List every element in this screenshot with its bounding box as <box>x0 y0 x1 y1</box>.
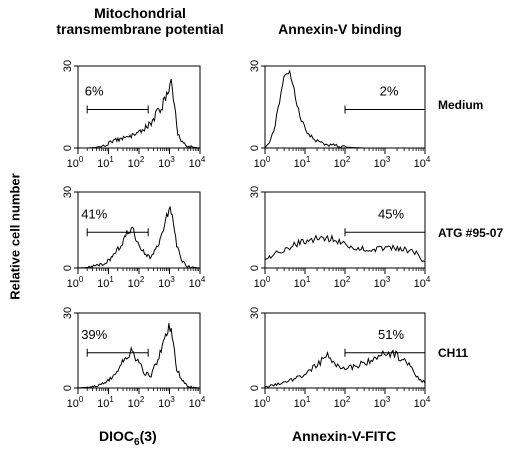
x-tick-label: 103 <box>374 155 391 170</box>
histogram-panel-3: 0 30 100 101 102 103 104 41% <box>62 186 206 290</box>
x-tick-label: 103 <box>374 275 391 290</box>
histogram-trace <box>77 323 201 389</box>
x-tick-label: 104 <box>414 275 431 290</box>
x-tick-label: 104 <box>189 275 206 290</box>
header-annexin: Annexin-V binding <box>278 21 402 37</box>
x-tick-label: 100 <box>67 395 84 410</box>
histogram-trace <box>264 69 425 149</box>
x-tick-label: 101 <box>97 395 114 410</box>
x-tick-label: 101 <box>97 275 114 290</box>
x-tick-label: 101 <box>294 395 311 410</box>
y-tick-label: 30 <box>249 186 261 198</box>
y-tick-label: 30 <box>62 307 74 319</box>
x-tick-label: 102 <box>128 155 145 170</box>
x-title-dioc-tail: (3) <box>139 428 157 444</box>
plot-frame <box>77 65 201 149</box>
plot-frame <box>77 312 201 389</box>
x-tick-label: 102 <box>128 275 145 290</box>
header-mitochondrial: Mitochondrial transmembrane potential <box>45 5 235 37</box>
gate-percent-label: 2% <box>380 83 399 98</box>
x-title-dioc: DIOC6(3) <box>99 428 157 448</box>
row-label-medium: Medium <box>438 98 484 112</box>
y-tick-label: 0 <box>249 145 261 151</box>
y-tick-label: 30 <box>249 60 261 72</box>
histogram-panel-6: 0 30 100 101 102 103 104 51% <box>249 307 431 410</box>
x-tick-label: 102 <box>334 155 351 170</box>
y-tick-label: 0 <box>62 145 74 151</box>
x-tick-label: 100 <box>67 275 84 290</box>
x-tick-label: 102 <box>128 395 145 410</box>
header-mitochondrial-line2: transmembrane potential <box>56 21 224 37</box>
x-tick-label: 104 <box>189 155 206 170</box>
x-tick-label: 103 <box>158 395 175 410</box>
histogram-panel-2: 0 30 100 101 102 103 104 2% <box>249 60 431 170</box>
histogram-panel-5: 0 30 100 101 102 103 104 39% <box>62 307 206 410</box>
x-tick-label: 101 <box>294 275 311 290</box>
histogram-trace <box>264 233 426 263</box>
y-tick-label: 0 <box>249 385 261 391</box>
x-tick-label: 102 <box>334 275 351 290</box>
gate-percent-label: 39% <box>81 327 107 342</box>
row-label-ch11: CH11 <box>438 346 469 360</box>
gate-percent-label: 6% <box>85 83 104 98</box>
gate-percent-label: 45% <box>378 206 404 221</box>
y-tick-label: 0 <box>62 265 74 271</box>
histogram-trace <box>78 78 201 150</box>
x-tick-label: 104 <box>189 395 206 410</box>
x-tick-label: 103 <box>374 395 391 410</box>
x-tick-label: 100 <box>67 155 84 170</box>
y-tick-label: 0 <box>62 385 74 391</box>
x-tick-label: 103 <box>158 155 175 170</box>
histogram-trace <box>77 206 201 269</box>
header-mitochondrial-line1: Mitochondrial <box>94 5 186 21</box>
y-tick-label: 0 <box>249 265 261 271</box>
gate-percent-label: 41% <box>81 206 107 221</box>
histogram-trace <box>264 349 426 388</box>
x-tick-label: 100 <box>254 275 271 290</box>
x-title-dioc-sub: 6 <box>134 436 140 448</box>
y-tick-label: 30 <box>62 60 74 72</box>
x-tick-label: 101 <box>97 155 114 170</box>
x-title-annexin: Annexin-V-FITC <box>292 428 397 444</box>
x-title-dioc-main: DIOC <box>99 428 134 444</box>
x-tick-label: 100 <box>254 155 271 170</box>
x-tick-label: 104 <box>414 395 431 410</box>
histogram-panel-1: 0 30 100 101 102 103 104 6% <box>62 60 206 170</box>
x-tick-label: 104 <box>414 155 431 170</box>
row-label-atg: ATG #95-07 <box>438 226 504 240</box>
histogram-panel-4: 0 30 100 101 102 103 104 45% <box>249 186 431 290</box>
plot-frame <box>77 191 201 269</box>
y-tick-label: 30 <box>249 307 261 319</box>
x-tick-label: 100 <box>254 395 271 410</box>
x-tick-label: 103 <box>158 275 175 290</box>
x-tick-label: 102 <box>334 395 351 410</box>
y-tick-label: 30 <box>62 186 74 198</box>
x-tick-label: 101 <box>294 155 311 170</box>
gate-percent-label: 51% <box>378 327 404 342</box>
